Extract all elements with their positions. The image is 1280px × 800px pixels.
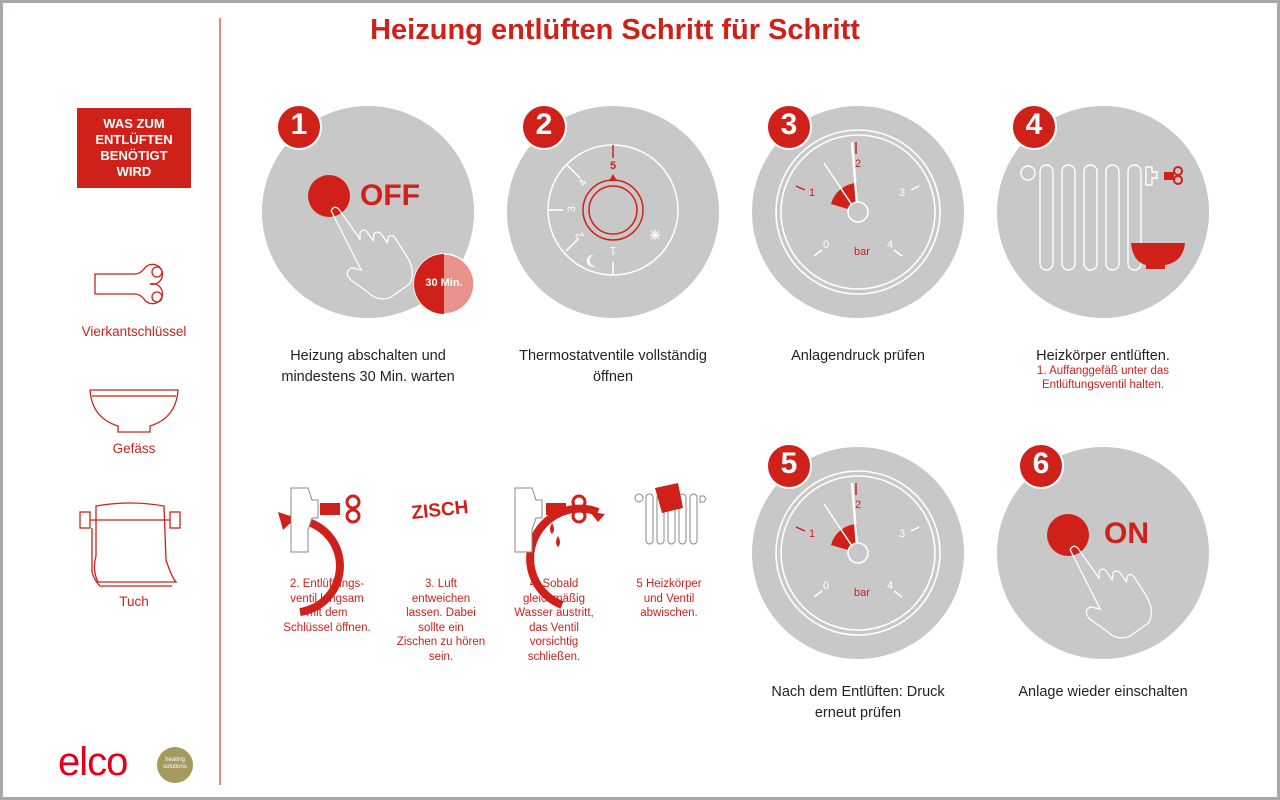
step-number: 1 <box>290 108 308 141</box>
dial-label: 1 <box>609 244 617 256</box>
timer-icon <box>413 253 475 315</box>
step-caption: Anlage wieder einschalten <box>1018 684 1188 700</box>
required-items-heading: WAS ZUM ENTLÜFTEN BENÖTIGT WIRD <box>77 108 191 188</box>
gauge-label: 2 <box>854 158 862 170</box>
step-number: 6 <box>1032 447 1050 480</box>
item-label-bowl: Gefäss <box>112 441 156 456</box>
gauge-label: 4 <box>886 239 894 251</box>
step-number: 5 <box>780 447 798 480</box>
bowl-icon <box>1131 243 1185 269</box>
towel-icon <box>79 502 181 587</box>
snowflake-icon <box>650 230 660 240</box>
gauge-label: 4 <box>886 580 894 592</box>
step-number: 2 <box>535 108 553 141</box>
logo-badge <box>157 747 193 783</box>
heading-text: WAS ZUM ENTLÜFTEN BENÖTIGT WIRD <box>95 116 173 179</box>
timer-label: 30 Min. <box>425 277 463 289</box>
step-badges <box>276 104 1064 489</box>
step-number: 4 <box>1025 108 1043 141</box>
gauge-label: 1 <box>808 187 816 199</box>
item-label-towel: Tuch <box>119 594 149 609</box>
drop-icon <box>556 536 560 547</box>
power-button-icon <box>1047 514 1089 556</box>
substep-text: 2. Entlüftungs- ventil langsam mit dem S… <box>283 578 371 634</box>
gauge-unit: bar <box>854 246 870 258</box>
close-valve-icon <box>514 487 605 609</box>
substep-text: 5 Heizkörper und Ventil abwischen. <box>636 578 702 619</box>
key-icon <box>1164 166 1183 185</box>
elco-logo: elco <box>58 740 128 784</box>
step-caption: Heizung abschalten und mindestens 30 Min… <box>281 348 455 385</box>
step-subcaption: 1. Auffanggefäß unter das Entlüftungsven… <box>1036 365 1170 391</box>
gauge-label: 2 <box>854 499 862 511</box>
gauge-unit: bar <box>854 587 870 599</box>
thermostat-dial-icon <box>547 144 679 276</box>
gauge-label: 3 <box>898 187 906 199</box>
dial-label: 3 <box>566 205 578 213</box>
gauge-label: 1 <box>808 528 816 540</box>
wipe-radiator-icon <box>634 483 707 545</box>
substep-text: 4. Sobald gleichmäßig Wasser austritt, d… <box>514 578 594 663</box>
substep-text: 3. Luft entweichen lassen. Dabei sollte … <box>396 578 486 663</box>
logo-tagline: heating solutions <box>163 757 187 770</box>
step-caption: Thermostatventile vollständig öffnen <box>519 348 707 385</box>
step-number: 3 <box>780 108 798 141</box>
dial-label: 5 <box>609 160 617 172</box>
item-label-key: Vierkantschlüssel <box>81 324 187 339</box>
cloth-icon <box>655 483 683 513</box>
step-caption: Anlagendruck prüfen <box>791 348 925 364</box>
gauge-label: 0 <box>822 239 830 251</box>
radiator-icon <box>1020 164 1158 271</box>
square-key-icon <box>94 263 164 305</box>
gauge-label: 0 <box>822 580 830 592</box>
on-label: ON <box>1104 517 1149 550</box>
moon-icon <box>586 254 596 267</box>
step-caption: Heizkörper entlüften. <box>1036 348 1170 364</box>
page-title: Heizung entlüften Schritt für Schritt <box>370 14 860 46</box>
step-caption: Nach dem Entlüften: Druck erneut prüfen <box>771 684 945 721</box>
open-valve-icon <box>278 487 361 616</box>
off-label: OFF <box>360 179 420 212</box>
bowl-icon <box>89 389 179 433</box>
gauge-label: 3 <box>898 528 906 540</box>
drop-icon <box>550 523 554 534</box>
power-button-icon <box>308 175 350 217</box>
